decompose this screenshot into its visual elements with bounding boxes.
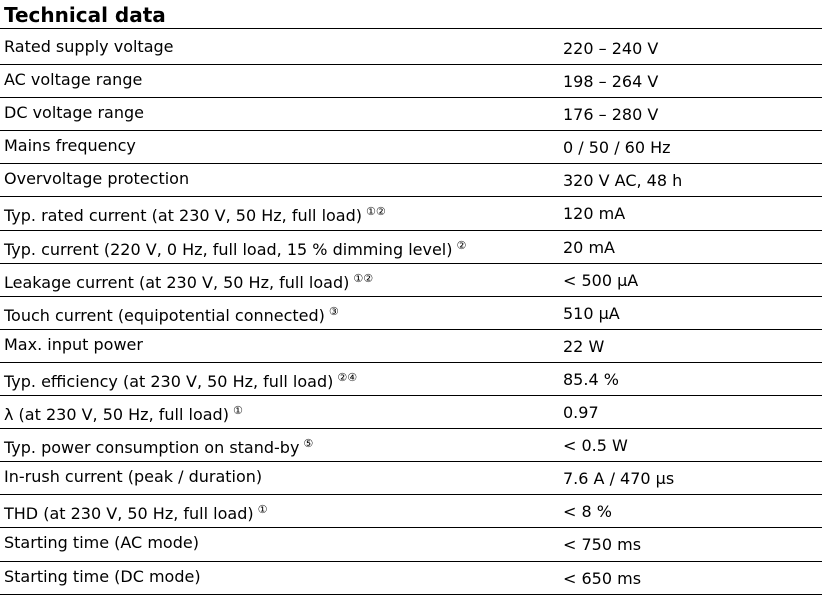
spec-value: 120 mA xyxy=(563,204,625,224)
spec-value: 7.6 A / 470 µs xyxy=(563,469,674,489)
spec-label: Typ. efficiency (at 230 V, 50 Hz, full l… xyxy=(4,368,357,392)
spec-value: 320 V AC, 48 h xyxy=(563,171,682,191)
spec-row: λ (at 230 V, 50 Hz, full load) ① 0.97 xyxy=(0,396,822,429)
spec-label: Typ. rated current (at 230 V, 50 Hz, ful… xyxy=(4,202,386,226)
spec-row: Overvoltage protection 320 V AC, 48 h xyxy=(0,164,822,197)
spec-value: < 8 % xyxy=(563,502,612,522)
spec-row: In-rush current (peak / duration) 7.6 A … xyxy=(0,462,822,495)
spec-label: Typ. current (220 V, 0 Hz, full load, 15… xyxy=(4,236,466,260)
spec-row: Starting time (AC mode) < 750 ms xyxy=(0,528,822,561)
spec-value: < 0.5 W xyxy=(563,436,628,456)
spec-row: Rated supply voltage 220 – 240 V xyxy=(0,32,822,65)
footnote-marker: ①② xyxy=(366,205,386,218)
footnote-marker: ②④ xyxy=(337,371,357,384)
footnote-marker: ③ xyxy=(329,305,339,318)
spec-row: Mains frequency 0 / 50 / 60 Hz xyxy=(0,131,822,164)
footnote-marker: ①② xyxy=(353,272,373,285)
spec-row: Typ. efficiency (at 230 V, 50 Hz, full l… xyxy=(0,363,822,396)
spec-label: λ (at 230 V, 50 Hz, full load) ① xyxy=(4,401,243,425)
section-title: Technical data xyxy=(4,0,166,28)
spec-value: 0.97 xyxy=(563,403,599,423)
spec-row: Typ. rated current (at 230 V, 50 Hz, ful… xyxy=(0,197,822,230)
spec-label: Starting time (DC mode) xyxy=(4,567,201,587)
spec-label: Typ. power consumption on stand-by ⑤ xyxy=(4,434,313,458)
spec-label: Max. input power xyxy=(4,335,143,355)
spec-value: 22 W xyxy=(563,337,604,357)
spec-value: < 500 µA xyxy=(563,271,638,291)
spec-row: Typ. power consumption on stand-by ⑤ < 0.… xyxy=(0,429,822,462)
spec-value: 20 mA xyxy=(563,238,615,258)
spec-table: Rated supply voltage 220 – 240 V AC volt… xyxy=(0,32,822,595)
spec-label: DC voltage range xyxy=(4,103,144,123)
spec-row: Typ. current (220 V, 0 Hz, full load, 15… xyxy=(0,231,822,264)
spec-label: Mains frequency xyxy=(4,136,136,156)
spec-value: 0 / 50 / 60 Hz xyxy=(563,138,671,158)
spec-row: DC voltage range 176 – 280 V xyxy=(0,98,822,131)
footnote-marker: ① xyxy=(258,503,268,516)
spec-value: < 750 ms xyxy=(563,535,641,555)
footnote-marker: ⑤ xyxy=(303,437,313,450)
spec-row: AC voltage range 198 – 264 V xyxy=(0,65,822,98)
spec-label: Touch current (equipotential connected) ③ xyxy=(4,302,339,326)
spec-value: 220 – 240 V xyxy=(563,39,658,59)
spec-row: THD (at 230 V, 50 Hz, full load) ① < 8 % xyxy=(0,495,822,528)
spec-value: 176 – 280 V xyxy=(563,105,658,125)
spec-value: 198 – 264 V xyxy=(563,72,658,92)
spec-row: Max. input power 22 W xyxy=(0,330,822,363)
spec-label: Leakage current (at 230 V, 50 Hz, full l… xyxy=(4,269,373,293)
spec-label: AC voltage range xyxy=(4,70,142,90)
spec-value: 85.4 % xyxy=(563,370,619,390)
spec-value: < 650 ms xyxy=(563,569,641,589)
title-divider xyxy=(0,28,822,29)
spec-row: Leakage current (at 230 V, 50 Hz, full l… xyxy=(0,264,822,297)
footnote-marker: ① xyxy=(233,404,243,417)
spec-label: THD (at 230 V, 50 Hz, full load) ① xyxy=(4,500,267,524)
spec-row: Touch current (equipotential connected) ③… xyxy=(0,297,822,330)
spec-row: Starting time (DC mode) < 650 ms xyxy=(0,562,822,595)
footnote-marker: ② xyxy=(456,239,466,252)
spec-label: In-rush current (peak / duration) xyxy=(4,467,262,487)
spec-value: 510 µA xyxy=(563,304,620,324)
spec-label: Rated supply voltage xyxy=(4,37,174,57)
spec-label: Starting time (AC mode) xyxy=(4,533,199,553)
spec-label: Overvoltage protection xyxy=(4,169,189,189)
